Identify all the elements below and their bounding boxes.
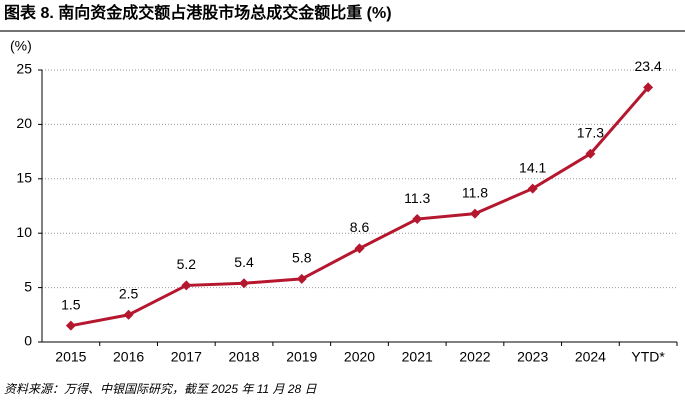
data-point xyxy=(412,214,423,225)
data-point xyxy=(123,309,134,320)
data-label: 5.8 xyxy=(292,250,312,266)
data-label: 17.3 xyxy=(577,124,604,140)
data-label: 11.3 xyxy=(404,190,430,206)
data-line xyxy=(70,86,650,328)
data-point xyxy=(469,208,480,219)
source-note: 资料来源：万得、中银国际研究，截至 2025 年 11 月 28 日 xyxy=(4,382,318,396)
y-axis-label: (%) xyxy=(10,38,32,54)
y-tick-label: 10 xyxy=(16,224,32,240)
data-point xyxy=(239,278,250,289)
y-tick-label: 5 xyxy=(24,278,32,294)
x-tick-label: 2021 xyxy=(402,349,433,365)
data-label: 2.5 xyxy=(119,286,139,302)
x-tick-label: 2023 xyxy=(517,349,548,365)
y-tick-label: 20 xyxy=(16,115,32,131)
x-tick-label: 2020 xyxy=(344,349,375,365)
data-label: 11.8 xyxy=(462,184,488,200)
data-label: 5.2 xyxy=(177,256,197,272)
x-tick-label: 2019 xyxy=(286,349,317,365)
data-point xyxy=(527,183,538,194)
x-tick-label: 2016 xyxy=(113,349,144,365)
x-tick-label: YTD* xyxy=(631,349,665,365)
chart-title: 图表 8. 南向资金成交额占港股市场总成交金额比重 (%) xyxy=(4,3,392,22)
x-tick-label: 2022 xyxy=(459,349,490,365)
data-point xyxy=(585,148,596,159)
data-point xyxy=(181,280,192,291)
data-point xyxy=(65,320,76,331)
data-label: 1.5 xyxy=(61,296,81,312)
x-tick-label: 2018 xyxy=(228,349,259,365)
data-label: 8.6 xyxy=(350,219,370,235)
y-tick-label: 25 xyxy=(16,61,32,77)
data-point xyxy=(643,82,654,93)
x-tick-label: 2017 xyxy=(171,349,202,365)
x-tick-label: 2024 xyxy=(575,349,606,365)
data-label: 23.4 xyxy=(635,58,662,74)
data-label: 14.1 xyxy=(519,159,546,175)
data-point xyxy=(296,273,307,284)
data-label: 5.4 xyxy=(234,254,254,270)
x-tick-label: 2015 xyxy=(55,349,86,365)
y-tick-label: 0 xyxy=(24,333,32,349)
y-tick-label: 15 xyxy=(16,170,32,186)
data-point xyxy=(354,243,365,254)
